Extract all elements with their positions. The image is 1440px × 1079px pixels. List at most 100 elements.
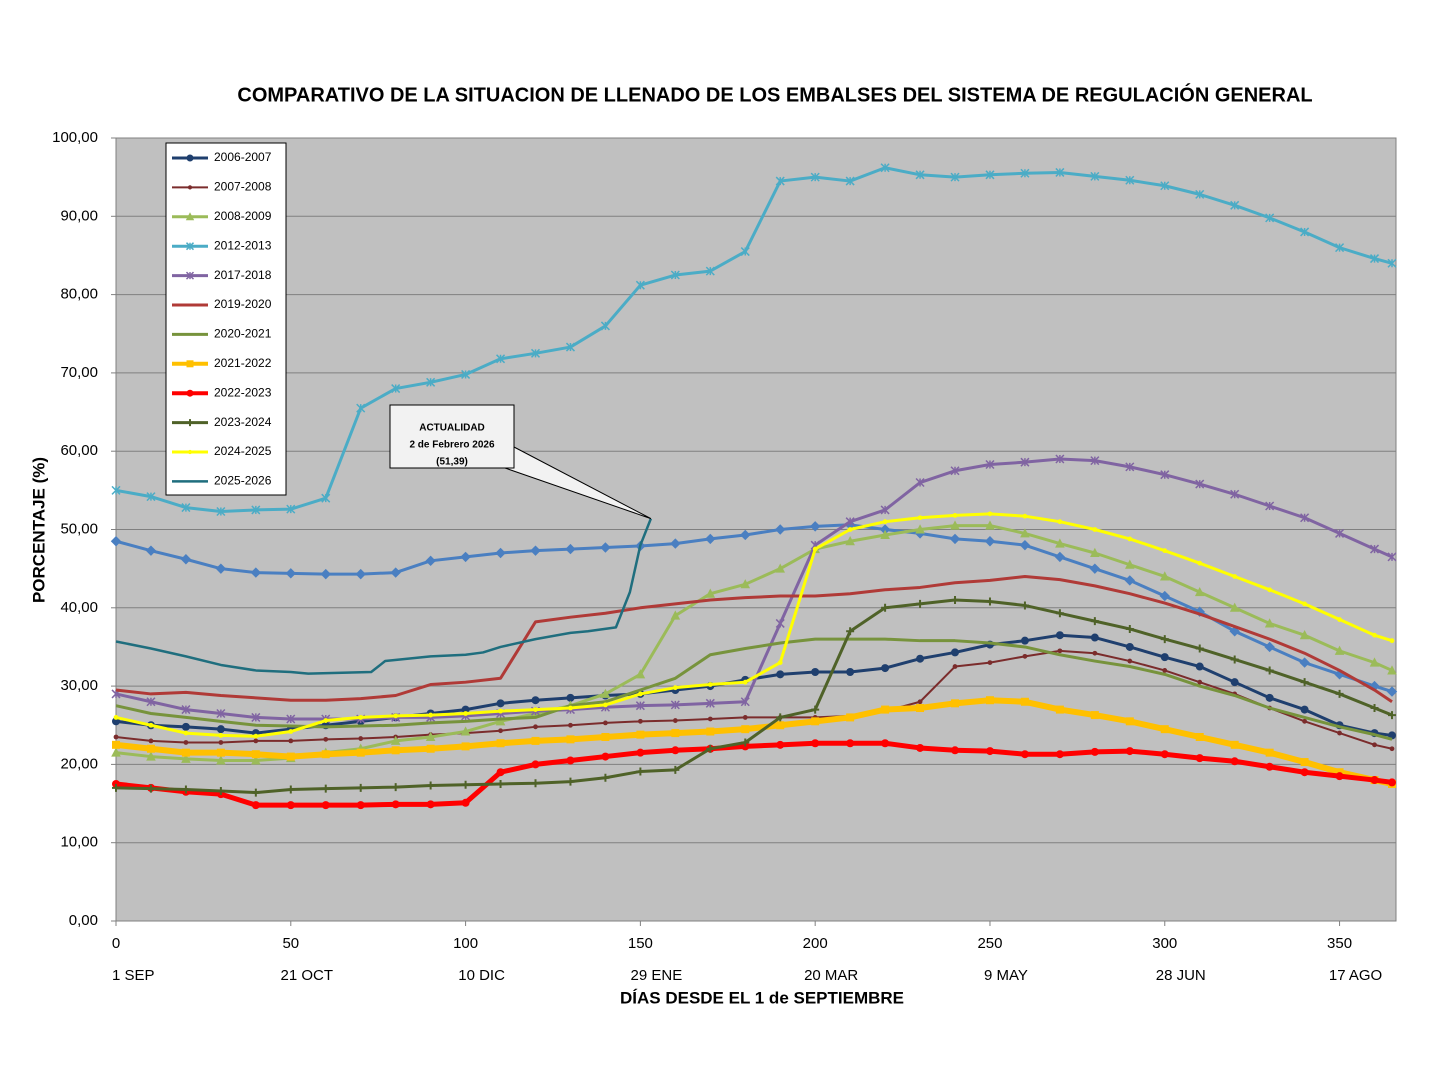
point	[216, 708, 226, 719]
point	[1055, 454, 1065, 464]
point	[356, 748, 365, 757]
point	[847, 527, 853, 532]
point	[881, 664, 890, 673]
point	[1369, 254, 1380, 264]
point	[846, 668, 855, 677]
point	[391, 783, 400, 792]
point	[565, 342, 575, 352]
point	[670, 610, 681, 620]
point	[1229, 602, 1240, 612]
point	[951, 648, 960, 657]
point	[250, 567, 262, 578]
point	[985, 747, 994, 756]
annotation-callout	[504, 446, 652, 520]
series	[111, 163, 1397, 517]
point	[1125, 462, 1135, 472]
point	[568, 705, 573, 711]
point	[670, 270, 680, 280]
legend: 2006-2007 2007-2008 2008-2009 2012-2013 2017…	[165, 142, 287, 496]
point	[113, 734, 119, 740]
point	[218, 740, 224, 745]
point	[672, 685, 678, 691]
point	[426, 800, 435, 809]
point	[1195, 479, 1205, 489]
point	[1160, 750, 1169, 759]
point	[1055, 705, 1064, 714]
point	[288, 738, 294, 744]
point	[1159, 590, 1170, 602]
point	[603, 702, 608, 708]
point	[1125, 747, 1134, 756]
point	[882, 519, 888, 525]
series-line	[115, 512, 1393, 738]
y-tick-label: 50,00	[60, 520, 98, 537]
point	[393, 713, 399, 719]
x-tick-label: 350	[1327, 935, 1352, 952]
point	[601, 752, 610, 761]
x-date-label: 20 MAR	[804, 967, 858, 984]
point	[601, 732, 610, 741]
point	[148, 722, 154, 728]
point	[1370, 776, 1379, 785]
point	[600, 321, 610, 331]
point	[881, 603, 890, 612]
point	[706, 744, 715, 753]
series-line	[115, 518, 653, 675]
point	[1387, 552, 1397, 562]
point	[286, 504, 296, 514]
point	[391, 384, 401, 394]
point	[321, 784, 330, 793]
point	[498, 728, 503, 734]
point	[216, 787, 225, 796]
point	[461, 705, 470, 714]
point	[1334, 645, 1345, 655]
x-date-label: 28 JUN	[1156, 967, 1206, 984]
legend-label: 2007-2008	[214, 180, 272, 194]
point	[670, 700, 680, 710]
point	[635, 701, 645, 711]
point	[1337, 730, 1342, 736]
point	[391, 800, 400, 809]
point	[286, 752, 295, 761]
point	[1389, 638, 1395, 644]
point	[1230, 655, 1239, 664]
y-axis-title: PORCENTAJE (%)	[29, 457, 48, 603]
annotation-text: ACTUALIDAD	[419, 423, 485, 434]
point	[775, 563, 786, 573]
point	[496, 768, 505, 777]
x-date-label: 29 ENE	[631, 967, 683, 984]
point	[566, 756, 575, 765]
y-tick-label: 90,00	[60, 207, 98, 224]
point	[1302, 718, 1308, 724]
legend-label: 2024-2025	[214, 444, 272, 458]
point	[952, 664, 958, 669]
point	[1055, 631, 1064, 640]
point	[601, 773, 610, 782]
point	[321, 493, 331, 503]
point	[390, 735, 401, 745]
point	[915, 170, 925, 180]
point	[355, 568, 366, 580]
point	[1159, 571, 1170, 581]
point	[110, 536, 122, 547]
point	[531, 696, 540, 705]
point	[461, 780, 470, 789]
point	[286, 785, 295, 794]
x-tick-label: 250	[977, 935, 1002, 952]
point	[1230, 200, 1240, 210]
point	[1299, 630, 1310, 640]
point	[952, 513, 958, 518]
point	[1194, 586, 1205, 597]
x-tick-label: 100	[453, 935, 478, 952]
point	[426, 744, 435, 753]
point	[776, 740, 785, 749]
legend-label: 2017-2018	[214, 268, 272, 282]
point	[183, 730, 189, 736]
point	[775, 524, 786, 535]
point	[916, 704, 925, 713]
point	[358, 736, 364, 741]
point	[637, 691, 643, 697]
y-tick-label: 20,00	[60, 755, 98, 772]
point	[881, 739, 890, 748]
point	[916, 743, 925, 752]
